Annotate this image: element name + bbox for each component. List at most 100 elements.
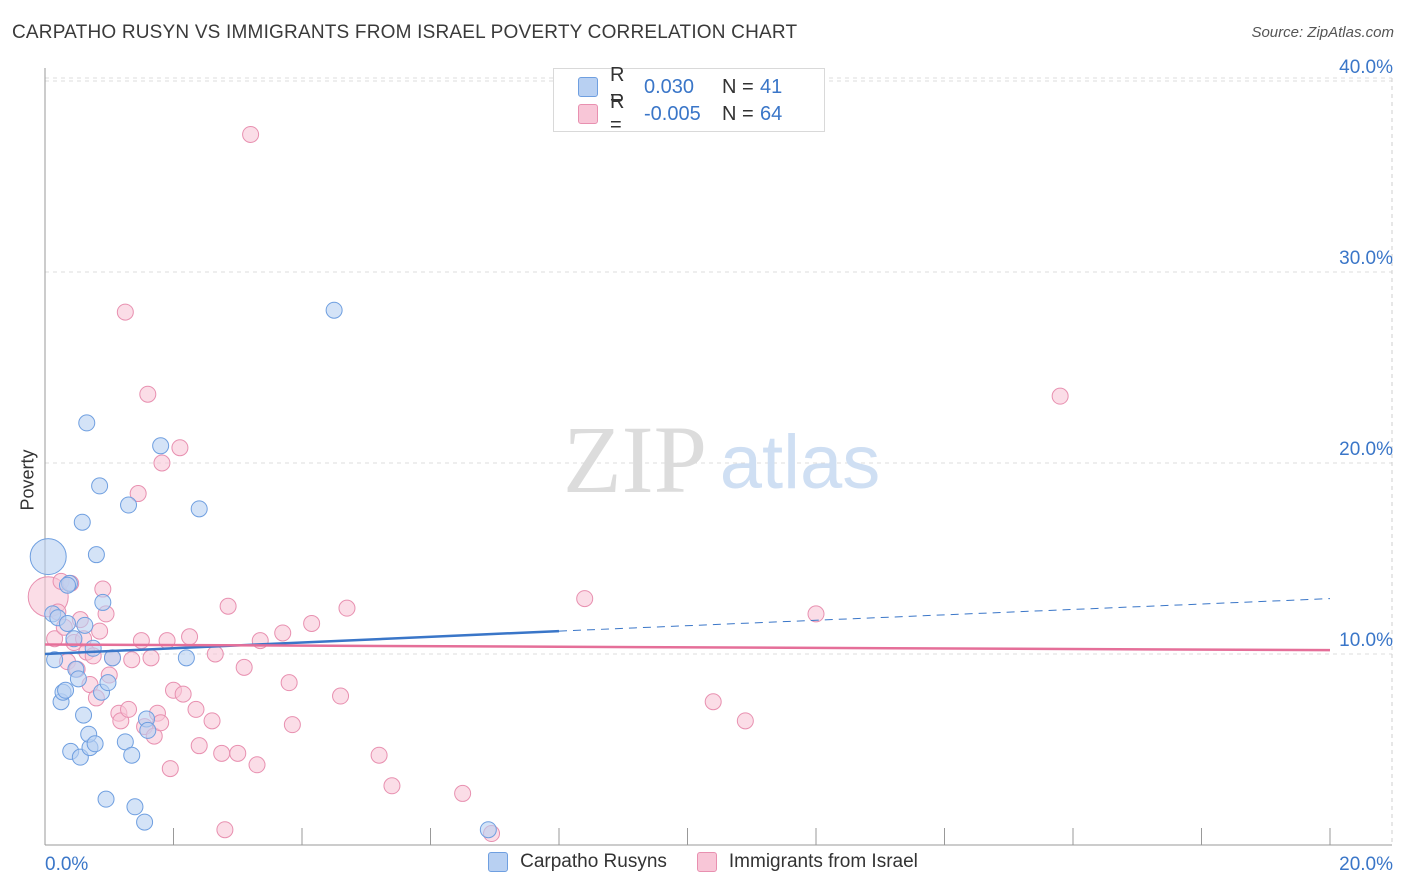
- carpatho-rusyn-point: [325, 301, 343, 319]
- carpatho-rusyn-point: [86, 735, 104, 753]
- immigrants-israel-point: [116, 303, 134, 321]
- carpatho-rusyn-point: [120, 496, 138, 514]
- carpatho-rusyn-point: [87, 546, 105, 564]
- immigrants-israel-point: [120, 700, 138, 718]
- carpatho-rusyn-point: [75, 706, 93, 724]
- carpatho-rusyn-point: [58, 576, 76, 594]
- carpatho-rusyn-point: [126, 798, 144, 816]
- source-label: Source: ZipAtlas.com: [1251, 24, 1394, 41]
- grid-lines: [45, 77, 1393, 845]
- trend-line-carpatho-rusyns: [44, 629, 560, 656]
- immigrants-israel-point: [153, 454, 171, 472]
- carpatho-rusyn-point: [91, 477, 109, 495]
- y-tick-label: 40.0%: [1339, 57, 1393, 78]
- carpatho-rusyn-point: [97, 790, 115, 808]
- carpatho-rusyn-point: [139, 721, 157, 739]
- immigrants-israel-point: [213, 744, 231, 762]
- y-tick-label: 10.0%: [1339, 630, 1393, 651]
- y-axis-label: Poverty: [17, 449, 38, 511]
- y-tick-label: 30.0%: [1339, 248, 1393, 269]
- immigrants-israel-point: [46, 630, 64, 648]
- trend-line-immigrants-from-israel: [44, 643, 1331, 652]
- immigrants-israel-point: [123, 651, 141, 669]
- immigrants-israel-point: [807, 605, 825, 623]
- immigrants-israel-point: [132, 632, 150, 650]
- carpatho-rusyn-point: [123, 746, 141, 764]
- tick-labels: 10.0% 20.0% 30.0% 40.0% 0.0% 20.0%: [45, 57, 1393, 875]
- legend-r-label: R =: [610, 64, 625, 109]
- legend-label-immigrants-from-israel: Immigrants from Israel: [728, 851, 918, 872]
- series-legend: Carpatho Rusyns Immigrants from Israel: [0, 851, 1406, 873]
- immigrants-israel-point: [235, 658, 253, 676]
- stats-legend: R = 0.030 N = 41 R = -0.005 N = 64: [553, 64, 825, 136]
- carpatho-rusyn-point: [152, 437, 170, 455]
- legend-n-value: 64: [760, 102, 783, 125]
- watermark-zip: ZIP: [563, 406, 707, 513]
- carpatho-rusyn-point: [57, 681, 75, 699]
- immigrants-israel-point: [203, 712, 221, 730]
- carpatho-rusyn-point: [177, 649, 195, 667]
- immigrants-israel-point: [283, 716, 301, 734]
- immigrants-israel-point: [576, 590, 594, 608]
- legend-item-carpatho-rusyns: Carpatho Rusyns: [488, 851, 667, 873]
- legend-swatch-pink: [696, 852, 717, 872]
- trend-lines: [44, 598, 1331, 656]
- legend-label-carpatho-rusyns: Carpatho Rusyns: [520, 851, 667, 872]
- legend-n-label: N =: [722, 102, 754, 125]
- immigrants-israel-point: [174, 685, 192, 703]
- immigrants-israel-point: [383, 777, 401, 795]
- legend-row-carpatho-rusyns: R = 0.030 N = 41: [578, 64, 782, 109]
- immigrants-israel-point: [206, 645, 224, 663]
- carpatho-rusyn-point: [84, 639, 102, 657]
- carpatho-rusyn-point: [190, 500, 208, 518]
- series-carpatho-rusyns-points: [29, 301, 497, 839]
- immigrants-israel-point: [338, 599, 356, 617]
- carpatho-rusyn-point: [46, 651, 64, 669]
- immigrants-israel-point: [704, 693, 722, 711]
- carpatho-rusyn-point: [99, 674, 117, 692]
- immigrants-israel-point: [171, 439, 189, 457]
- x-tick-label: 20.0%: [1339, 854, 1393, 875]
- legend-item-immigrants-from-israel: Immigrants from Israel: [696, 851, 918, 873]
- immigrants-israel-point: [303, 614, 321, 632]
- immigrants-israel-point: [161, 760, 179, 778]
- immigrants-israel-point: [280, 674, 298, 692]
- carpatho-rusyn-point: [65, 630, 83, 648]
- immigrants-israel-point: [216, 821, 234, 839]
- immigrants-israel-point: [187, 700, 205, 718]
- immigrants-israel-point: [181, 628, 199, 646]
- legend-swatch-blue: [488, 852, 509, 872]
- immigrants-israel-point: [1051, 387, 1069, 405]
- immigrants-israel-point: [229, 744, 247, 762]
- immigrants-israel-point: [332, 687, 350, 705]
- trend-line-carpatho-rusyns-projection: [558, 598, 1331, 632]
- carpatho-rusyn-point: [69, 670, 87, 688]
- chart-title: CARPATHO RUSYN VS IMMIGRANTS FROM ISRAEL…: [12, 22, 798, 43]
- carpatho-rusyn-point: [29, 538, 67, 576]
- axes: [44, 68, 1392, 846]
- immigrants-israel-point: [129, 485, 147, 503]
- legend-swatch-blue: [578, 77, 598, 97]
- immigrants-israel-point: [142, 649, 160, 667]
- x-tick-label: 0.0%: [45, 854, 88, 875]
- legend-swatch-pink: [578, 104, 598, 124]
- legend-row-immigrants-from-israel: R = -0.005 N = 64: [578, 91, 783, 136]
- carpatho-rusyn-point: [479, 821, 497, 839]
- immigrants-israel-point: [274, 624, 292, 642]
- immigrants-israel-point: [248, 756, 266, 774]
- immigrants-israel-point: [91, 622, 109, 640]
- carpatho-rusyn-point: [76, 616, 94, 634]
- legend-n-label: N =: [722, 75, 754, 98]
- series-immigrants-from-israel-points: [27, 125, 1069, 843]
- carpatho-rusyn-point: [78, 414, 96, 432]
- watermark: ZIP atlas: [563, 406, 880, 513]
- immigrants-israel-point: [736, 712, 754, 730]
- legend-r-label: R =: [610, 91, 625, 136]
- immigrants-israel-point: [190, 737, 208, 755]
- y-tick-label: 20.0%: [1339, 439, 1393, 460]
- immigrants-israel-point: [139, 385, 157, 403]
- legend-r-value: -0.005: [644, 102, 701, 125]
- carpatho-rusyn-point: [58, 614, 76, 632]
- carpatho-rusyn-point: [73, 513, 91, 531]
